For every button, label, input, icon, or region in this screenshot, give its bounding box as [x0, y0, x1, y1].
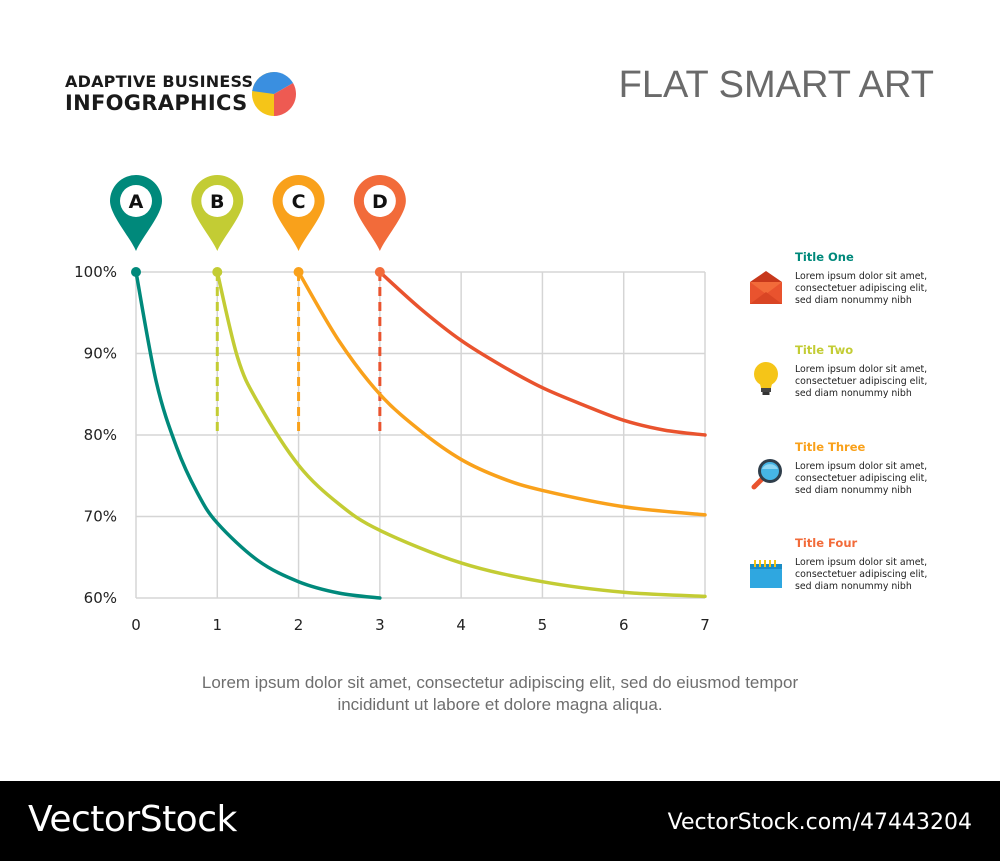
magnifier-icon	[751, 459, 782, 490]
brand-line2: INFOGRAPHICS	[65, 91, 248, 115]
page-title: FLAT SMART ART	[618, 64, 934, 106]
x-tick-label: 5	[538, 616, 548, 634]
brand-line1: ADAPTIVE BUSINESS	[65, 72, 254, 91]
legend-title: Title Two	[795, 343, 854, 357]
pin-a-marker: A	[110, 175, 162, 251]
x-tick-label: 4	[456, 616, 466, 634]
pie-logo-icon	[252, 72, 296, 116]
legend-text: Lorem ipsum dolor sit amet, consectetuer…	[795, 557, 928, 592]
pin-c-label: C	[292, 191, 306, 213]
legend-item-4: Title Four Lorem ipsum dolor sit amet, c…	[795, 536, 975, 593]
legend-title: Title One	[795, 250, 854, 264]
y-tick-label: 80%	[84, 426, 117, 444]
footer-logo: VectorStock	[28, 799, 237, 840]
legend-text: Lorem ipsum dolor sit amet, consectetuer…	[795, 271, 928, 306]
x-tick-label: 3	[375, 616, 385, 634]
x-tick-label: 2	[294, 616, 304, 634]
series-c-dot	[293, 267, 304, 277]
line-chart: 0 1 2 3 4 5 6 7 60% 70% 80% 90% 100% A B C D	[74, 175, 710, 634]
lightbulb-icon	[754, 362, 778, 395]
series-a-line	[134, 270, 382, 600]
series-b-line	[215, 270, 707, 599]
pin-b-label: B	[210, 191, 224, 213]
series-b-dot	[212, 267, 223, 277]
legend-title: Title Three	[795, 440, 866, 454]
y-tick-label: 90%	[84, 345, 117, 363]
series-c-line	[296, 270, 707, 517]
legend-item-2: Title Two Lorem ipsum dolor sit amet, co…	[795, 343, 975, 400]
legend-text: Lorem ipsum dolor sit amet, consectetuer…	[795, 461, 928, 496]
pie-blue-slice	[274, 72, 294, 94]
x-tick-label: 7	[700, 616, 710, 634]
chart-grid	[135, 271, 706, 599]
y-tick-label: 60%	[84, 589, 117, 607]
series-a-dot	[131, 267, 141, 277]
brand: ADAPTIVE BUSINESS INFOGRAPHICS	[65, 72, 253, 115]
footer-id: VectorStock.com/47443204	[667, 810, 972, 835]
legend-title: Title Four	[795, 536, 858, 550]
caption-text: Lorem ipsum dolor sit amet, consectetur …	[201, 673, 799, 714]
chart-pins: A B C D	[110, 175, 406, 277]
footer-bar: VectorStock VectorStock.com/47443204	[0, 781, 1000, 861]
legend-item-1: Title One Lorem ipsum dolor sit amet, co…	[795, 250, 975, 307]
pie-red-slice	[274, 83, 296, 116]
pin-d-label: D	[372, 191, 388, 213]
x-tick-label: 1	[213, 616, 223, 634]
calendar-icon	[750, 560, 782, 588]
envelope-icon	[750, 271, 782, 304]
legend-item-3: Title Three Lorem ipsum dolor sit amet, …	[795, 440, 975, 497]
x-tick-label: 6	[619, 616, 629, 634]
pin-b-marker: B	[191, 175, 244, 251]
chart-dashes	[215, 272, 382, 435]
chart-lines	[134, 270, 707, 600]
pin-d-marker: D	[353, 175, 406, 251]
legend-text: Lorem ipsum dolor sit amet, consectetuer…	[795, 364, 928, 399]
x-tick-label: 0	[131, 616, 141, 634]
pin-a-label: A	[129, 191, 144, 213]
chart-ticks: 0 1 2 3 4 5 6 7 60% 70% 80% 90% 100%	[74, 263, 710, 634]
pin-c-marker: C	[272, 175, 325, 251]
y-tick-label: 70%	[84, 508, 117, 526]
series-d-dot	[374, 267, 385, 277]
series-d-line	[378, 270, 707, 437]
y-tick-label: 100%	[74, 263, 117, 281]
